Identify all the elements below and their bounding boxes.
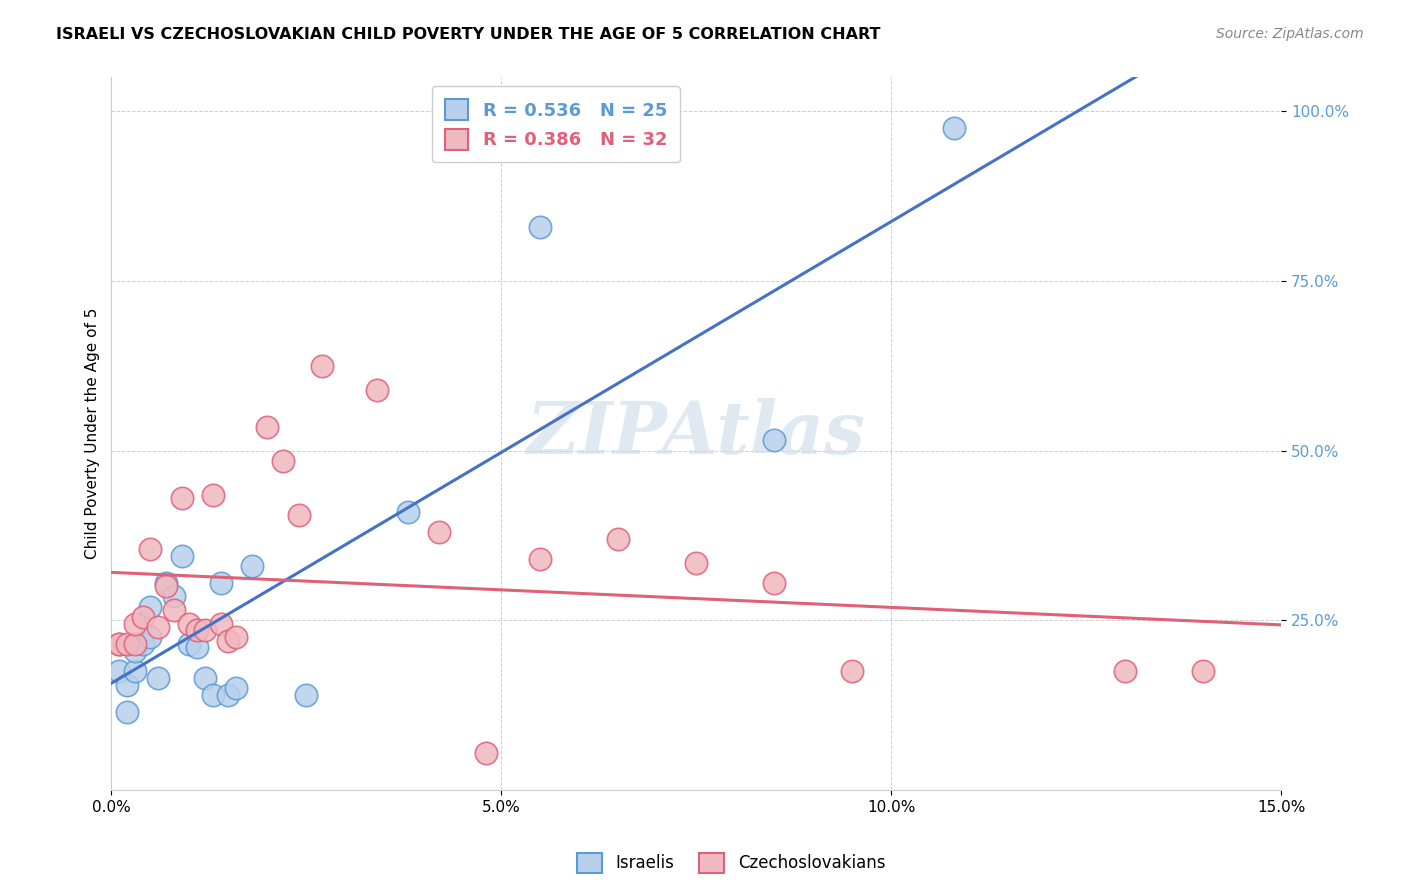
Point <box>209 616 232 631</box>
Point <box>170 491 193 505</box>
Point <box>225 681 247 695</box>
Point <box>139 541 162 556</box>
Point <box>474 746 496 760</box>
Point <box>139 599 162 614</box>
Point <box>1192 664 1215 678</box>
Point <box>194 671 217 685</box>
Point <box>201 488 224 502</box>
Point <box>685 556 707 570</box>
Point <box>256 420 278 434</box>
Point <box>763 575 786 590</box>
Point <box>186 640 208 655</box>
Point <box>163 603 186 617</box>
Text: ISRAELI VS CZECHOSLOVAKIAN CHILD POVERTY UNDER THE AGE OF 5 CORRELATION CHART: ISRAELI VS CZECHOSLOVAKIAN CHILD POVERTY… <box>56 27 880 42</box>
Legend: R = 0.536   N = 25, R = 0.386   N = 32: R = 0.536 N = 25, R = 0.386 N = 32 <box>432 87 679 162</box>
Point <box>194 624 217 638</box>
Point <box>529 552 551 566</box>
Point <box>287 508 309 522</box>
Point <box>155 579 177 593</box>
Point <box>209 575 232 590</box>
Point <box>115 705 138 719</box>
Point <box>124 637 146 651</box>
Point <box>170 549 193 563</box>
Point <box>217 688 239 702</box>
Point <box>131 610 153 624</box>
Point <box>148 620 170 634</box>
Point <box>124 616 146 631</box>
Point <box>124 644 146 658</box>
Point <box>139 630 162 644</box>
Point <box>311 359 333 373</box>
Point <box>115 637 138 651</box>
Point <box>427 524 450 539</box>
Point <box>201 688 224 702</box>
Point <box>179 616 201 631</box>
Legend: Israelis, Czechoslovakians: Israelis, Czechoslovakians <box>571 847 891 880</box>
Point <box>186 624 208 638</box>
Point <box>396 505 419 519</box>
Point <box>108 637 131 651</box>
Point <box>366 383 388 397</box>
Y-axis label: Child Poverty Under the Age of 5: Child Poverty Under the Age of 5 <box>86 308 100 559</box>
Point <box>131 637 153 651</box>
Point <box>607 532 630 546</box>
Point <box>1114 664 1136 678</box>
Point <box>217 633 239 648</box>
Point <box>108 664 131 678</box>
Point <box>115 678 138 692</box>
Point <box>163 590 186 604</box>
Point <box>295 688 318 702</box>
Text: Source: ZipAtlas.com: Source: ZipAtlas.com <box>1216 27 1364 41</box>
Point <box>841 664 863 678</box>
Point <box>155 575 177 590</box>
Point <box>148 671 170 685</box>
Point <box>763 434 786 448</box>
Point <box>240 558 263 573</box>
Point <box>942 121 965 136</box>
Point <box>179 637 201 651</box>
Point <box>271 454 294 468</box>
Point <box>108 637 131 651</box>
Point <box>124 664 146 678</box>
Text: ZIPAtlas: ZIPAtlas <box>527 398 866 469</box>
Point <box>225 630 247 644</box>
Point <box>529 219 551 234</box>
